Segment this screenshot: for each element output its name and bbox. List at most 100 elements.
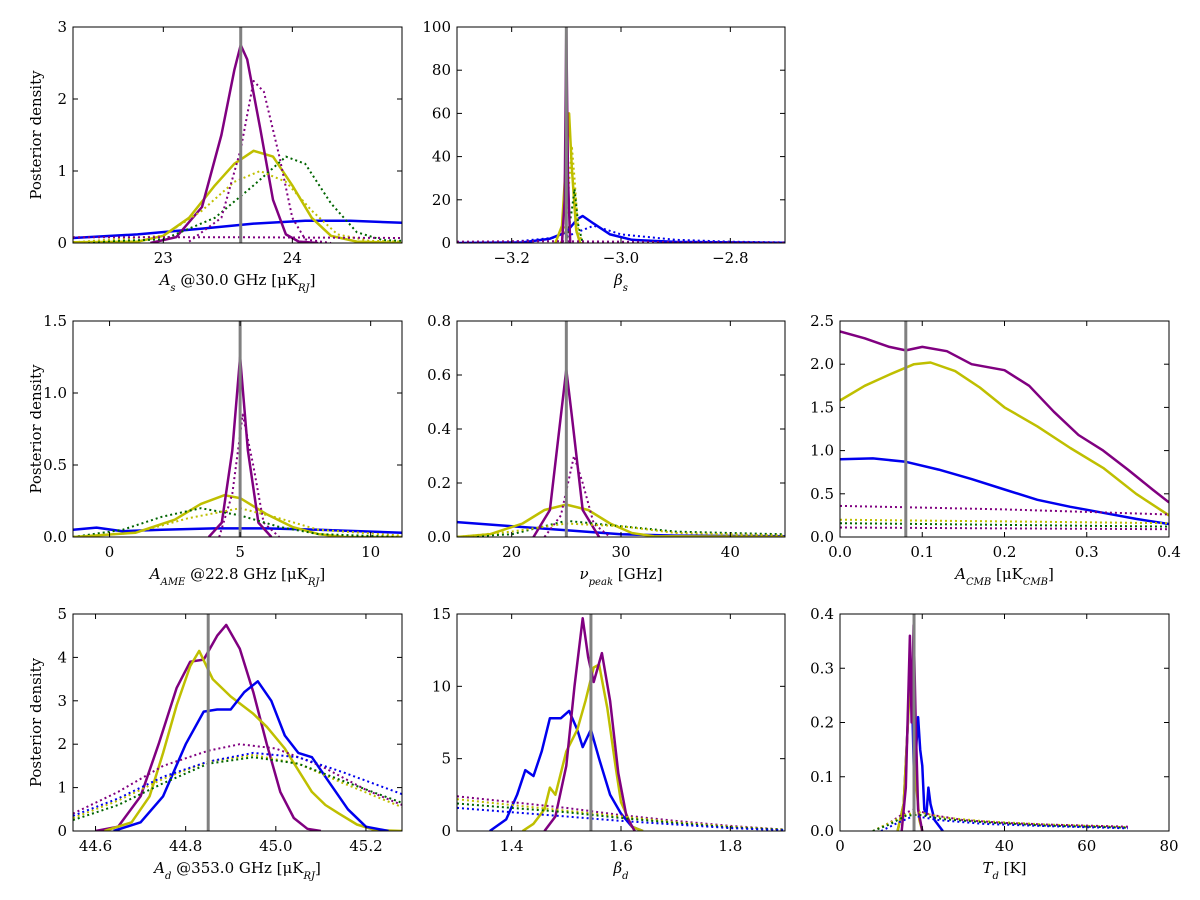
x-tick-label: 45.0 — [259, 837, 292, 855]
panel-p4: 0.0 0.1 0.2 0.3 0.4 0.0 0.5 1.0 1.5 2.0 2.5 ACMB [μ… — [810, 312, 1181, 588]
series-line — [73, 170, 402, 243]
x-tick-label: 1.4 — [500, 837, 524, 855]
y-axis-label: Posterior density — [27, 364, 45, 494]
x-tick-label: 10 — [361, 543, 380, 561]
y-tick-label: 80 — [432, 61, 451, 79]
x-axis-label: βd — [612, 859, 628, 882]
y-tick-label: 1.5 — [43, 312, 67, 330]
x-tick-label: 0.2 — [993, 543, 1017, 561]
y-axis-label: Posterior density — [27, 657, 45, 787]
x-tick-label: 20 — [502, 543, 521, 561]
y-tick-label: 0 — [441, 234, 451, 252]
x-tick-label: 40 — [721, 543, 740, 561]
plot-area — [840, 321, 1169, 537]
y-tick-label: 60 — [432, 104, 451, 122]
x-tick-label: 1.8 — [718, 837, 742, 855]
y-tick-label: 2.5 — [810, 312, 834, 330]
series-line — [521, 663, 644, 831]
y-tick-label: 40 — [432, 148, 451, 166]
series-line — [560, 27, 572, 243]
x-tick-label: 44.6 — [79, 837, 112, 855]
axes-frame — [839, 320, 1170, 538]
series-line — [872, 811, 1128, 831]
series-line — [457, 503, 785, 537]
y-tick-label: 0.2 — [427, 474, 451, 492]
y-tick-label: 1 — [57, 779, 67, 797]
y-tick-label: 0.6 — [427, 366, 451, 384]
x-tick-label: −3.2 — [493, 249, 529, 267]
y-tick-label: 1.0 — [810, 442, 834, 460]
axes-frame — [72, 26, 403, 244]
y-tick-label: 0 — [441, 822, 451, 840]
y-axis-label: Posterior density — [27, 70, 45, 200]
series-line — [150, 43, 319, 243]
series-line — [840, 526, 1169, 531]
series-line — [73, 236, 402, 239]
x-tick-label: 23 — [154, 249, 173, 267]
y-tick-label: 20 — [432, 191, 451, 209]
plot-area — [73, 27, 402, 243]
y-tick-label: 2 — [57, 735, 67, 753]
x-axis-label: Td [K] — [982, 859, 1026, 882]
y-tick-label: 5 — [57, 605, 67, 623]
axes-frame — [72, 320, 403, 538]
x-tick-label: 20 — [913, 837, 932, 855]
x-tick-label: 0.1 — [910, 543, 934, 561]
y-tick-label: 1.5 — [810, 398, 834, 416]
series-line — [73, 219, 402, 240]
x-tick-label: 45.2 — [349, 837, 382, 855]
series-line — [73, 743, 402, 815]
y-tick-label: 0.0 — [810, 822, 834, 840]
x-tick-label: −3.0 — [603, 249, 639, 267]
y-tick-label: 15 — [432, 605, 451, 623]
x-axis-label: βs — [613, 271, 628, 294]
series-line — [113, 680, 389, 831]
y-tick-label: 0.8 — [427, 312, 451, 330]
axes-frame — [456, 320, 786, 538]
series-line — [73, 756, 402, 822]
y-tick-label: 0.1 — [810, 768, 834, 786]
x-tick-label: 30 — [611, 543, 630, 561]
series-line — [840, 522, 1169, 528]
panel-p6: 1.4 1.6 1.8 0 5 10 15 βd — [432, 605, 786, 882]
y-tick-label: 0.5 — [43, 456, 67, 474]
y-tick-label: 0.0 — [43, 528, 67, 546]
panel-p5: 44.6 44.8 45.0 45.2 0 1 2 3 4 5 Ad @353.0 GHz [μKR… — [27, 605, 403, 882]
series-line — [489, 709, 644, 831]
plot-area — [73, 321, 402, 537]
series-line — [840, 361, 1169, 517]
series-line — [840, 518, 1169, 525]
series-line — [900, 623, 924, 831]
x-axis-label: AAME @22.8 GHz [μKRJ] — [148, 565, 326, 588]
series-line — [73, 751, 402, 817]
series-line — [872, 813, 1128, 831]
x-axis-label: νpeak [GHz] — [580, 565, 663, 588]
series-line — [188, 80, 332, 243]
series-line — [95, 623, 322, 831]
x-axis-label: Ad @353.0 GHz [μKRJ] — [152, 859, 321, 882]
y-tick-label: 0 — [57, 822, 67, 840]
y-tick-label: 1.0 — [43, 384, 67, 402]
series-line — [559, 144, 584, 243]
x-tick-label: 0.3 — [1075, 543, 1099, 561]
y-tick-label: 0.2 — [810, 714, 834, 732]
plot-area — [457, 27, 785, 243]
series-line — [457, 214, 785, 243]
y-tick-label: 2.0 — [810, 355, 834, 373]
y-tick-label: 0.4 — [810, 605, 834, 623]
plot-area — [457, 614, 785, 831]
panel-p3: 20 30 40 0.0 0.2 0.4 0.6 0.8 νpeak [GHz] — [427, 312, 786, 588]
series-line — [872, 808, 1128, 831]
series-line — [73, 754, 402, 819]
axes-frame — [72, 613, 403, 832]
plot-area — [457, 321, 785, 537]
series-line — [840, 504, 1169, 516]
y-tick-label: 0.3 — [810, 659, 834, 677]
panel-p7: 0 20 40 60 80 0.0 0.1 0.2 0.3 0.4 Td [K] — [810, 605, 1178, 882]
x-tick-label: 40 — [995, 837, 1014, 855]
series-line — [73, 526, 402, 534]
y-tick-label: 0 — [57, 234, 67, 252]
y-tick-label: 0.0 — [810, 528, 834, 546]
axes-frame — [839, 613, 1170, 832]
